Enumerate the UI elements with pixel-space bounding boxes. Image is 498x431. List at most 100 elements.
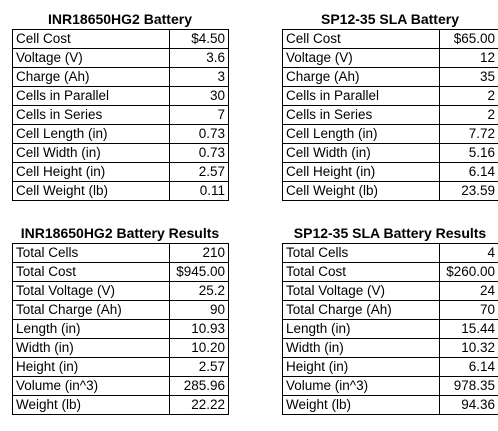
row-value[interactable]: 2: [439, 105, 498, 125]
row-label[interactable]: Cell Height (in): [282, 162, 440, 182]
row-label[interactable]: Length (in): [12, 319, 170, 339]
row-value[interactable]: 10.32: [439, 338, 498, 358]
row-label[interactable]: Total Voltage (V): [282, 281, 440, 301]
row-value[interactable]: 30: [169, 86, 229, 106]
row-value[interactable]: $65.00: [439, 29, 498, 49]
row-label[interactable]: Cells in Series: [282, 105, 440, 125]
row-value[interactable]: 24: [439, 281, 498, 301]
row-label[interactable]: Cells in Series: [12, 105, 170, 125]
row-value[interactable]: 4: [439, 243, 498, 263]
table-title: INR18650HG2 Battery Results: [20, 225, 220, 241]
data-table: Cell Cost $4.50 Voltage (V) 3.6 Charge (Ah) 3…: [12, 29, 229, 201]
table-row: Height (in) 6.14: [282, 357, 498, 377]
row-value[interactable]: 90: [169, 300, 229, 320]
row-value[interactable]: 3: [169, 67, 229, 87]
table-row: Cell Height (in) 6.14: [282, 162, 498, 182]
row-label[interactable]: Total Cells: [282, 243, 440, 263]
row-value[interactable]: 70: [439, 300, 498, 320]
row-label[interactable]: Total Cost: [12, 262, 170, 282]
table-row: Cell Width (in) 0.73: [12, 143, 229, 163]
table-row: Height (in) 2.57: [12, 357, 229, 377]
table-row: Cells in Series 7: [12, 105, 229, 125]
row-value[interactable]: 94.36: [439, 395, 498, 415]
row-value[interactable]: $4.50: [169, 29, 229, 49]
row-label[interactable]: Total Cells: [12, 243, 170, 263]
row-label[interactable]: Width (in): [12, 338, 170, 358]
table-title: SP12-35 SLA Battery: [321, 11, 459, 27]
row-value[interactable]: 0.73: [169, 124, 229, 144]
row-value[interactable]: 285.96: [169, 376, 229, 396]
row-value[interactable]: 2: [439, 86, 498, 106]
table-row: Total Voltage (V) 24: [282, 281, 498, 301]
row-value[interactable]: 23.59: [439, 181, 498, 201]
row-value[interactable]: 2.57: [169, 162, 229, 182]
row-value[interactable]: $945.00: [169, 262, 229, 282]
row-value[interactable]: 10.20: [169, 338, 229, 358]
table-row: Cell Weight (lb) 23.59: [282, 181, 498, 201]
row-label[interactable]: Charge (Ah): [282, 67, 440, 87]
row-label[interactable]: Cell Weight (lb): [282, 181, 440, 201]
row-value[interactable]: 7.72: [439, 124, 498, 144]
inr18650hg2-battery-table: INR18650HG2 Battery Cell Cost $4.50 Voltage…: [12, 10, 229, 201]
row-label[interactable]: Weight (lb): [12, 395, 170, 415]
row-label[interactable]: Cells in Parallel: [12, 86, 170, 106]
row-label[interactable]: Cell Cost: [282, 29, 440, 49]
row-label[interactable]: Charge (Ah): [12, 67, 170, 87]
row-value[interactable]: 2.57: [169, 357, 229, 377]
row-value[interactable]: 0.73: [169, 143, 229, 163]
table-row: Cell Cost $4.50: [12, 29, 229, 49]
row-value[interactable]: 15.44: [439, 319, 498, 339]
table-row: Total Cost $260.00: [282, 262, 498, 282]
row-value[interactable]: 6.14: [439, 357, 498, 377]
row-label[interactable]: Cell Length (in): [12, 124, 170, 144]
row-label[interactable]: Volume (in^3): [282, 376, 440, 396]
table-row: Width (in) 10.32: [282, 338, 498, 358]
row-value[interactable]: 978.35: [439, 376, 498, 396]
row-label[interactable]: Voltage (V): [12, 48, 170, 68]
row-value[interactable]: $260.00: [439, 262, 498, 282]
row-label[interactable]: Height (in): [282, 357, 440, 377]
row-label[interactable]: Cell Width (in): [12, 143, 170, 163]
table-row: Cell Width (in) 5.16: [282, 143, 498, 163]
row-value[interactable]: 35: [439, 67, 498, 87]
row-label[interactable]: Cell Width (in): [282, 143, 440, 163]
table-row: Cells in Parallel 30: [12, 86, 229, 106]
inr18650hg2-results-table: INR18650HG2 Battery Results Total Cells 21…: [12, 224, 229, 415]
row-label[interactable]: Width (in): [282, 338, 440, 358]
row-label[interactable]: Cell Height (in): [12, 162, 170, 182]
table-title: SP12-35 SLA Battery Results: [293, 225, 487, 241]
row-label[interactable]: Cells in Parallel: [282, 86, 440, 106]
table-row: Cell Cost $65.00: [282, 29, 498, 49]
row-label[interactable]: Height (in): [12, 357, 170, 377]
table-row: Charge (Ah) 3: [12, 67, 229, 87]
table-row: Voltage (V) 12: [282, 48, 498, 68]
row-label[interactable]: Total Charge (Ah): [12, 300, 170, 320]
row-value[interactable]: 12: [439, 48, 498, 68]
row-label[interactable]: Total Voltage (V): [12, 281, 170, 301]
row-label[interactable]: Volume (in^3): [12, 376, 170, 396]
table-row: Total Cells 210: [12, 243, 229, 263]
row-value[interactable]: 7: [169, 105, 229, 125]
row-value[interactable]: 22.22: [169, 395, 229, 415]
row-label[interactable]: Length (in): [282, 319, 440, 339]
row-label[interactable]: Total Cost: [282, 262, 440, 282]
row-label[interactable]: Cell Length (in): [282, 124, 440, 144]
row-value[interactable]: 3.6: [169, 48, 229, 68]
sp12-35-sla-battery-table: SP12-35 SLA Battery Cell Cost $65.00 Voltag…: [282, 10, 498, 201]
data-table: Total Cells 4 Total Cost $260.00 Total Volta…: [282, 243, 498, 415]
table-row: Width (in) 10.20: [12, 338, 229, 358]
row-value[interactable]: 25.2: [169, 281, 229, 301]
row-value[interactable]: 5.16: [439, 143, 498, 163]
table-row: Total Voltage (V) 25.2: [12, 281, 229, 301]
row-label[interactable]: Cell Weight (lb): [12, 181, 170, 201]
table-row: Cell Height (in) 2.57: [12, 162, 229, 182]
row-value[interactable]: 6.14: [439, 162, 498, 182]
row-value[interactable]: 210: [169, 243, 229, 263]
row-label[interactable]: Total Charge (Ah): [282, 300, 440, 320]
row-label[interactable]: Cell Cost: [12, 29, 170, 49]
row-value[interactable]: 10.93: [169, 319, 229, 339]
row-label[interactable]: Voltage (V): [282, 48, 440, 68]
row-value[interactable]: 0.11: [169, 181, 229, 201]
row-label[interactable]: Weight (lb): [282, 395, 440, 415]
table-row: Length (in) 10.93: [12, 319, 229, 339]
